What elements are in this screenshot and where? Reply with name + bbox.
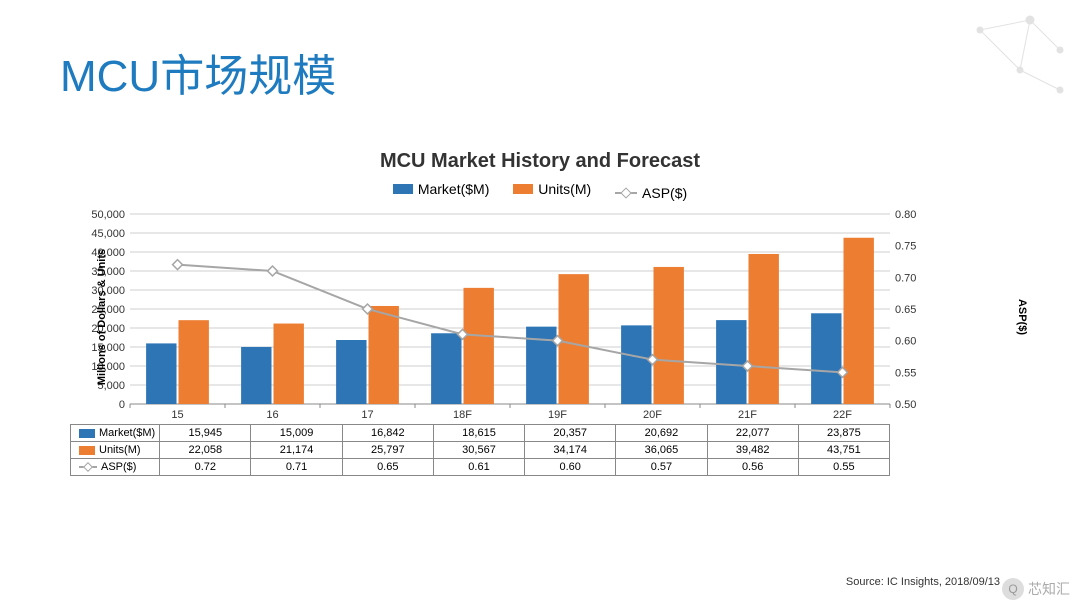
svg-text:22F: 22F bbox=[833, 409, 852, 421]
y-axis-left-label: Millions of Dollars & Units bbox=[96, 248, 108, 384]
svg-text:20F: 20F bbox=[643, 409, 662, 421]
svg-text:17: 17 bbox=[361, 409, 373, 421]
svg-text:16: 16 bbox=[266, 409, 278, 421]
legend-item-asp: ASP($) bbox=[615, 185, 687, 201]
watermark-text: 芯知汇 bbox=[1028, 579, 1070, 599]
legend-item-market: Market($M) bbox=[393, 181, 490, 197]
svg-text:0.70: 0.70 bbox=[895, 272, 916, 284]
svg-text:21F: 21F bbox=[738, 409, 757, 421]
svg-text:45,000: 45,000 bbox=[91, 228, 125, 240]
svg-text:0.60: 0.60 bbox=[895, 336, 916, 348]
decoration-network-icon bbox=[960, 0, 1080, 120]
watermark-icon: Q bbox=[1002, 578, 1024, 600]
legend-label-units: Units(M) bbox=[538, 181, 591, 197]
source-text: Source: IC Insights, 2018/09/13 bbox=[846, 576, 1000, 588]
svg-text:18F: 18F bbox=[453, 409, 472, 421]
legend-label-market: Market($M) bbox=[418, 181, 490, 197]
legend-label-asp: ASP($) bbox=[642, 185, 687, 201]
legend-item-units: Units(M) bbox=[513, 181, 591, 197]
legend-line-asp bbox=[615, 192, 637, 194]
chart-legend: Market($M) Units(M) ASP($) bbox=[70, 181, 1010, 201]
chart-title: MCU Market History and Forecast bbox=[70, 150, 1010, 173]
legend-swatch-units bbox=[513, 184, 533, 194]
plot-area: Millions of Dollars & Units ASP($) 05,00… bbox=[70, 209, 1010, 424]
svg-text:0: 0 bbox=[119, 399, 125, 411]
chart-svg: 05,00010,00015,00020,00025,00030,00035,0… bbox=[70, 209, 940, 424]
svg-text:15: 15 bbox=[171, 409, 183, 421]
svg-text:0.65: 0.65 bbox=[895, 304, 916, 316]
svg-text:50,000: 50,000 bbox=[91, 209, 125, 221]
svg-text:0.75: 0.75 bbox=[895, 241, 916, 253]
svg-text:0.80: 0.80 bbox=[895, 209, 916, 221]
slide-title: MCU市场规模 bbox=[60, 40, 336, 104]
chart-container: MCU Market History and Forecast Market($… bbox=[70, 150, 1010, 476]
watermark: Q 芯知汇 bbox=[1002, 578, 1070, 600]
svg-text:19F: 19F bbox=[548, 409, 567, 421]
svg-text:0.50: 0.50 bbox=[895, 399, 916, 411]
data-table: Market($M)15,94515,00916,84218,61520,357… bbox=[70, 424, 890, 476]
svg-text:0.55: 0.55 bbox=[895, 367, 916, 379]
legend-swatch-market bbox=[393, 184, 413, 194]
y-axis-right-label: ASP($) bbox=[1016, 298, 1028, 334]
